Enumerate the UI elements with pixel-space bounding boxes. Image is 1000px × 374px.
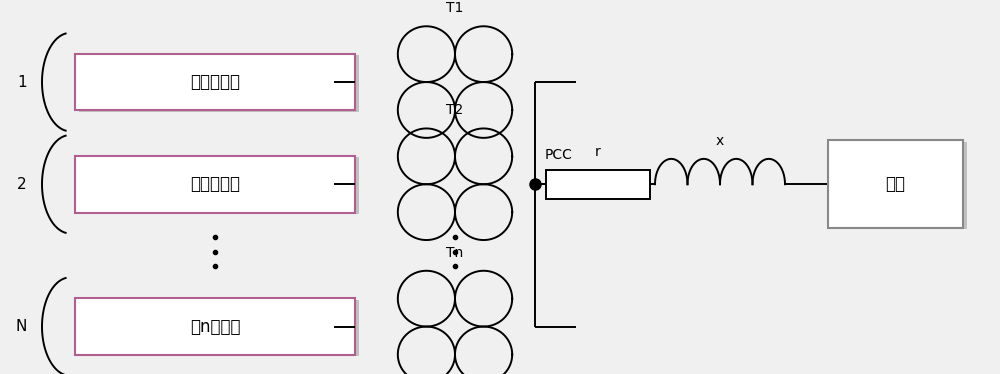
Text: 第n逆变器: 第n逆变器 [190,318,240,335]
Text: PCC: PCC [545,148,573,162]
Bar [832,142,966,230]
Text: x: x [716,134,724,148]
Text: 1: 1 [17,74,27,89]
Bar [79,300,359,356]
Bar [79,157,359,214]
Text: 电网: 电网 [885,175,905,193]
Text: N: N [16,319,27,334]
Text: r: r [595,145,600,159]
Bar [75,156,355,212]
Bar [79,55,359,112]
Text: 第二逆变器: 第二逆变器 [190,175,240,193]
Bar [828,141,962,228]
Text: 2: 2 [17,177,27,192]
Text: T1: T1 [446,1,464,15]
Bar [546,170,650,199]
Bar [75,298,355,355]
Text: 第一逆变器: 第一逆变器 [190,73,240,91]
Text: T2: T2 [446,104,464,117]
Text: Tn: Tn [446,246,464,260]
Bar [75,54,355,110]
